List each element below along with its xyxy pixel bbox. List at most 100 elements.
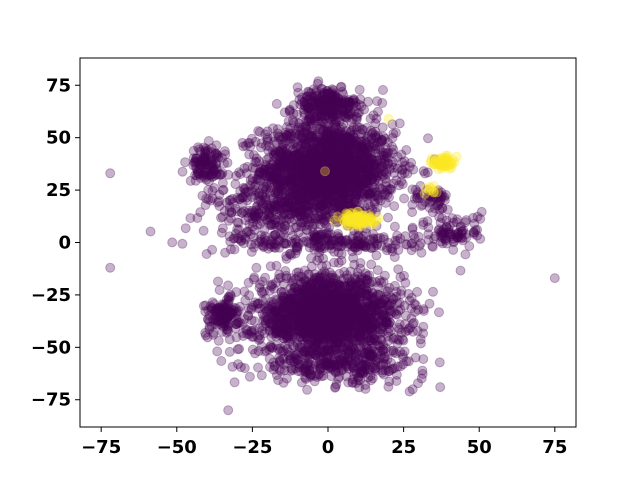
scatter-point: [279, 146, 290, 157]
scatter-point: [285, 131, 296, 142]
scatter-point: [344, 167, 355, 178]
scatter-point: [271, 98, 282, 109]
scatter-point: [363, 167, 374, 178]
scatter-point: [310, 176, 321, 187]
scatter-point: [307, 346, 318, 357]
scatter-point: [198, 151, 209, 162]
scatter-point: [268, 123, 278, 134]
scatter-point: [367, 133, 377, 144]
scatter-point: [410, 184, 421, 195]
scatter-point: [317, 160, 327, 170]
scatter-point: [333, 144, 344, 155]
scatter-point: [346, 166, 356, 176]
scatter-point: [351, 197, 362, 208]
scatter-point: [219, 158, 229, 169]
scatter-point: [241, 186, 252, 197]
scatter-point: [322, 134, 333, 145]
scatter-point: [305, 157, 316, 168]
scatter-point: [291, 176, 302, 186]
scatter-point: [351, 187, 361, 198]
scatter-point: [352, 108, 363, 119]
scatter-point: [296, 177, 307, 187]
scatter-point: [338, 187, 348, 198]
scatter-point: [300, 185, 311, 195]
data-points: [105, 76, 560, 416]
scatter-point: [377, 346, 388, 357]
scatter-point: [307, 130, 318, 141]
scatter-point: [304, 148, 315, 159]
scatter-point: [316, 146, 327, 157]
scatter-point: [320, 171, 331, 182]
scatter-point: [327, 178, 338, 189]
scatter-point: [344, 201, 355, 211]
scatter-point: [404, 161, 415, 172]
scatter-point: [326, 183, 337, 194]
scatter-point: [190, 157, 201, 168]
scatter-point: [317, 181, 327, 192]
scatter-point: [351, 136, 362, 147]
scatter-point: [318, 189, 329, 200]
scatter-point: [247, 176, 258, 187]
scatter-point: [253, 170, 264, 181]
scatter-point: [416, 190, 426, 201]
scatter-point: [455, 265, 466, 276]
scatter-point: [323, 183, 333, 193]
scatter-point: [310, 129, 321, 140]
scatter-point: [145, 226, 156, 237]
scatter-point: [300, 136, 311, 147]
scatter-point: [225, 213, 236, 224]
scatter-point: [347, 204, 358, 215]
scatter-point: [357, 143, 368, 153]
scatter-point: [245, 141, 256, 152]
scatter-point: [358, 153, 369, 164]
scatter-point: [335, 155, 346, 166]
scatter-point: [343, 188, 354, 198]
scatter-point: [362, 145, 373, 156]
scatter-point: [307, 160, 318, 171]
scatter-point: [400, 239, 411, 250]
scatter-point: [339, 181, 350, 192]
scatter-point: [316, 172, 327, 183]
scatter-point: [233, 317, 243, 328]
scatter-point: [298, 155, 309, 166]
scatter-point: [308, 145, 319, 156]
scatter-point: [281, 129, 291, 140]
scatter-point: [327, 175, 338, 186]
scatter-point: [351, 189, 362, 200]
scatter-point: [305, 120, 316, 131]
scatter-point: [309, 160, 320, 171]
scatter-point: [344, 160, 355, 170]
scatter-point: [291, 200, 302, 211]
scatter-point: [260, 129, 271, 140]
scatter-point: [322, 161, 333, 171]
scatter-point: [325, 157, 336, 168]
scatter-point: [301, 174, 312, 185]
scatter-point: [208, 165, 219, 176]
scatter-point: [283, 181, 294, 192]
scatter-point: [367, 181, 378, 192]
scatter-point: [260, 191, 271, 202]
scatter-point: [258, 183, 269, 194]
scatter-point: [317, 166, 328, 177]
scatter-point: [292, 141, 303, 152]
scatter-point: [400, 160, 410, 171]
scatter-point: [341, 131, 352, 142]
scatter-point: [300, 192, 311, 203]
scatter-point: [351, 155, 362, 166]
scatter-point: [334, 201, 345, 212]
scatter-point: [333, 131, 344, 142]
scatter-point: [253, 174, 263, 185]
scatter-point: [399, 156, 410, 167]
scatter-point: [309, 165, 320, 176]
scatter-point: [260, 195, 271, 206]
scatter-point: [265, 171, 276, 181]
scatter-point: [299, 164, 310, 174]
scatter-point: [303, 172, 314, 183]
scatter-point: [309, 189, 320, 200]
scatter-point: [306, 183, 317, 194]
scatter-point: [314, 242, 325, 253]
scatter-point: [294, 160, 305, 171]
scatter-point: [370, 144, 381, 155]
scatter-point: [281, 147, 291, 157]
scatter-point: [440, 233, 451, 244]
